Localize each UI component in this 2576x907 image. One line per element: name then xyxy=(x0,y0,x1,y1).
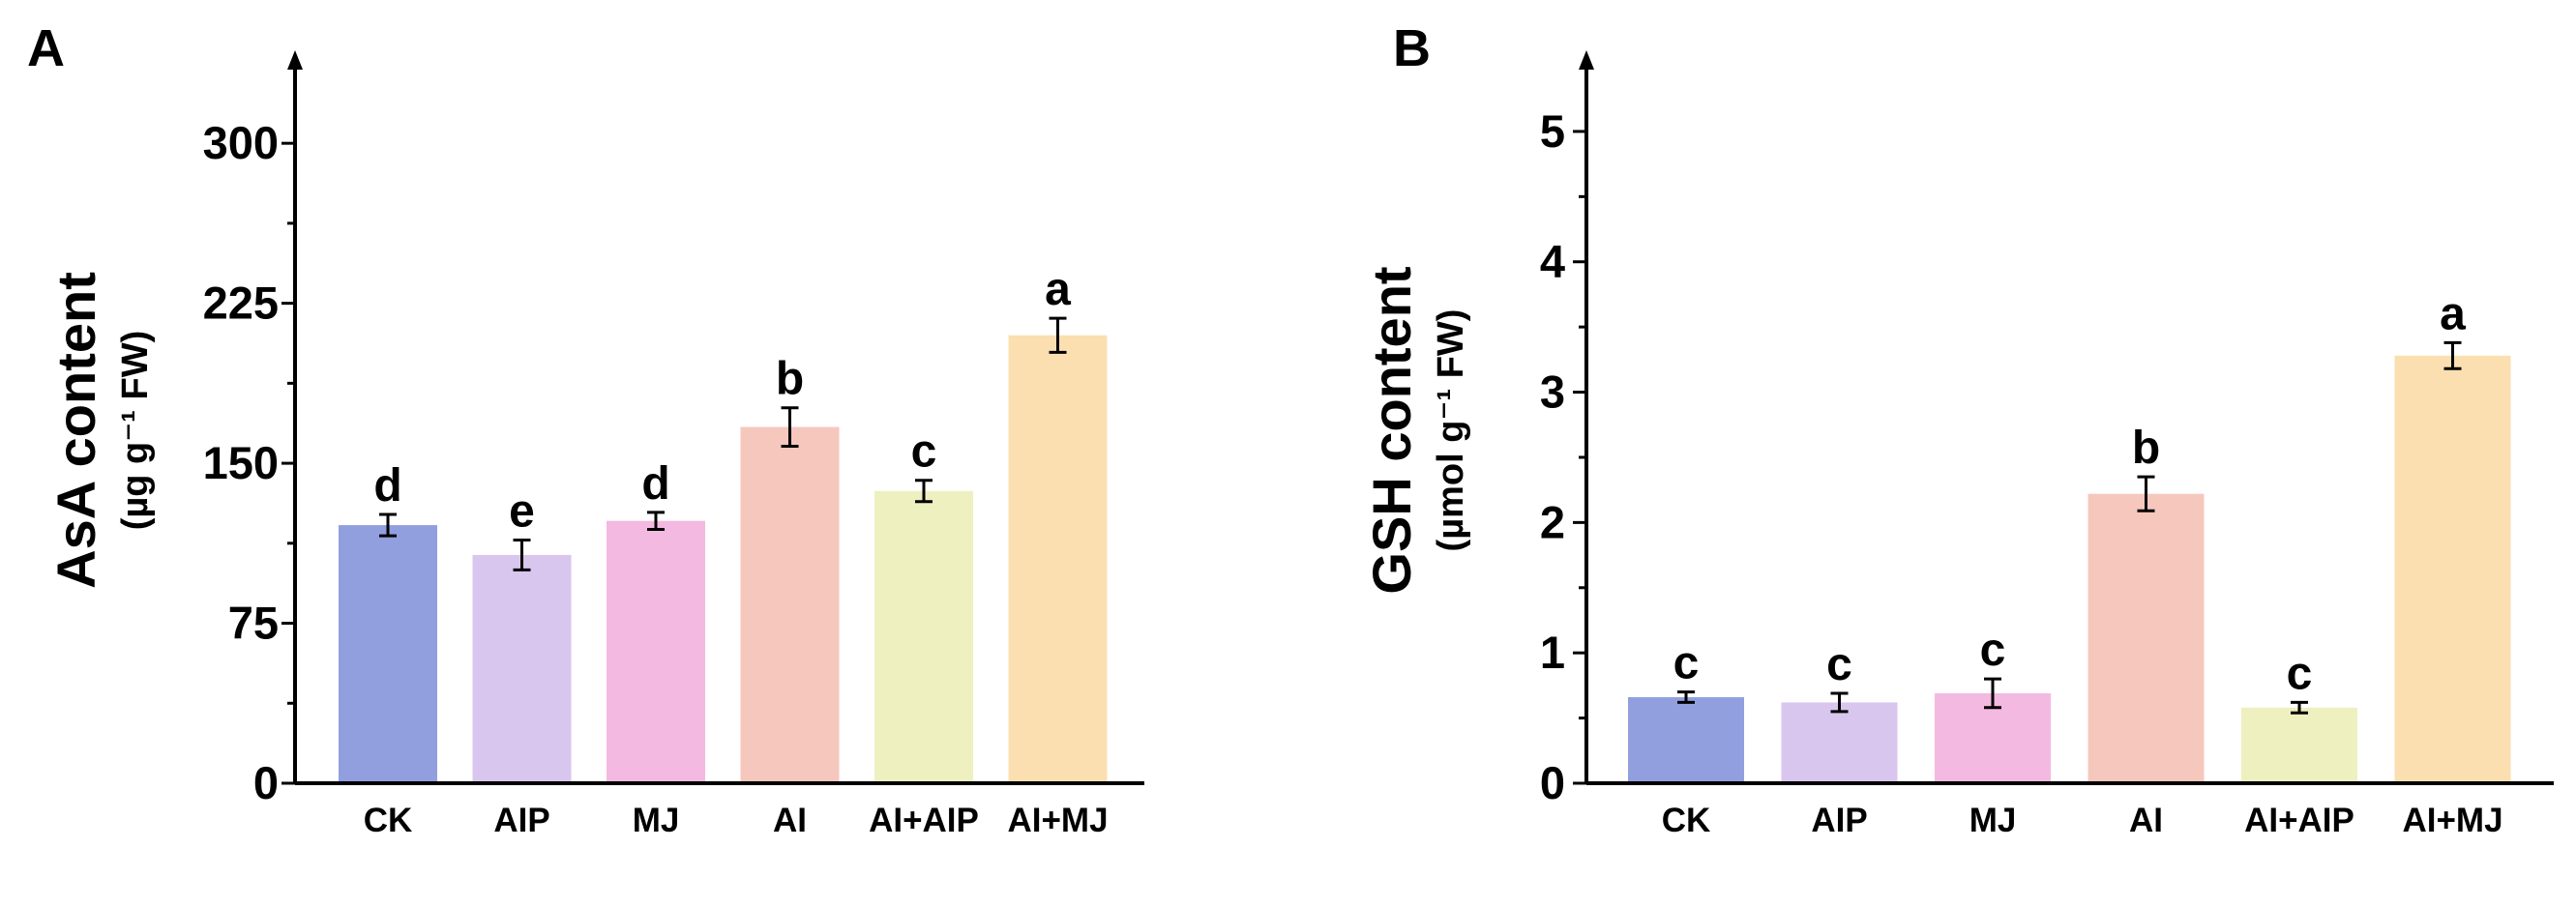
y-tick-label: 1 xyxy=(1540,627,1565,678)
y-tick-label: 300 xyxy=(203,117,279,168)
x-tick-label: CK xyxy=(364,802,413,839)
y-axis-unit: (µg g⁻¹ FW) xyxy=(115,331,156,531)
bar-ai-plus-aip xyxy=(2241,707,2357,783)
x-tick-label: AI xyxy=(773,802,807,839)
x-tick-label: AI+MJ xyxy=(1007,802,1108,839)
significance-letter: a xyxy=(1045,264,1071,315)
panel-a: A AsA content (µg g⁻¹ FW) d CK e AIP d MJ b AI c AI+… xyxy=(27,19,1144,839)
y-tick-label: 0 xyxy=(1540,757,1565,808)
bar-ai xyxy=(740,426,840,783)
significance-letter: b xyxy=(776,354,804,405)
y-axis-arrow xyxy=(287,50,303,70)
panel-b: B GSH content (µmol g⁻¹ FW) c CK c AIP c MJ b AI c A… xyxy=(1361,19,2554,839)
significance-letter: a xyxy=(2440,288,2466,339)
panel-letter: A xyxy=(27,19,65,77)
bar-aip xyxy=(472,554,572,783)
bar-aip xyxy=(1781,702,1898,783)
significance-letter: c xyxy=(2287,648,2313,699)
x-tick-label: MJ xyxy=(633,802,680,839)
y-tick-label: 75 xyxy=(228,598,279,649)
bar-ck xyxy=(1628,697,1744,783)
significance-letter: e xyxy=(509,486,535,538)
bar-mj xyxy=(607,520,705,783)
y-axis-unit: (µmol g⁻¹ FW) xyxy=(1431,309,1471,552)
x-tick-label: MJ xyxy=(1969,802,2017,839)
y-tick-label: 2 xyxy=(1540,496,1565,547)
x-tick-label: AIP xyxy=(493,802,549,839)
significance-letter: d xyxy=(373,460,401,512)
y-tick-label: 225 xyxy=(203,278,279,329)
y-axis-label: AsA content xyxy=(45,272,106,589)
y-tick-label: 0 xyxy=(253,757,279,808)
significance-letter: c xyxy=(1826,639,1852,690)
y-tick-label: 5 xyxy=(1540,105,1565,157)
significance-letter: c xyxy=(911,426,937,478)
bar-ai-plus-mj xyxy=(1008,335,1108,783)
significance-letter: b xyxy=(2132,423,2160,474)
significance-letter: c xyxy=(1673,638,1700,689)
y-axis-arrow xyxy=(1579,50,1594,70)
y-axis-label: GSH content xyxy=(1361,266,1422,594)
bar-ai xyxy=(2087,493,2205,783)
y-tick-label: 3 xyxy=(1540,366,1565,418)
x-tick-label: AIP xyxy=(1811,802,1867,839)
bar-ai-plus-mj xyxy=(2394,355,2511,783)
significance-letter: d xyxy=(641,458,669,510)
bar-ck xyxy=(339,525,437,783)
x-tick-label: AI xyxy=(2129,802,2163,839)
significance-letter: c xyxy=(1980,625,2006,676)
x-tick-label: AI+MJ xyxy=(2402,802,2502,839)
x-tick-label: AI+AIP xyxy=(869,802,979,839)
bar-ai-plus-aip xyxy=(874,490,973,783)
y-tick-label: 4 xyxy=(1540,236,1565,287)
panel-letter: B xyxy=(1393,19,1431,77)
x-tick-label: CK xyxy=(1662,802,1711,839)
x-tick-label: AI+AIP xyxy=(2244,802,2354,839)
y-tick-label: 150 xyxy=(203,437,279,488)
